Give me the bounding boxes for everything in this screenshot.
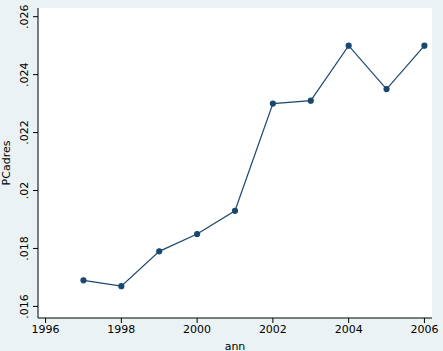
- svg-text:1998: 1998: [107, 323, 135, 336]
- svg-text:.02: .02: [18, 182, 31, 200]
- svg-text:.016: .016: [18, 294, 31, 319]
- svg-text:2002: 2002: [259, 323, 287, 336]
- svg-text:2006: 2006: [410, 323, 435, 336]
- svg-text:ann: ann: [225, 340, 246, 351]
- svg-text:.024: .024: [18, 62, 31, 87]
- svg-text:1996: 1996: [32, 323, 60, 336]
- svg-text:2000: 2000: [183, 323, 211, 336]
- svg-text:2004: 2004: [335, 323, 363, 336]
- svg-text:.022: .022: [18, 120, 31, 145]
- svg-text:.018: .018: [18, 236, 31, 261]
- svg-text:PCadres: PCadres: [8, 140, 13, 185]
- svg-text:.026: .026: [18, 4, 31, 29]
